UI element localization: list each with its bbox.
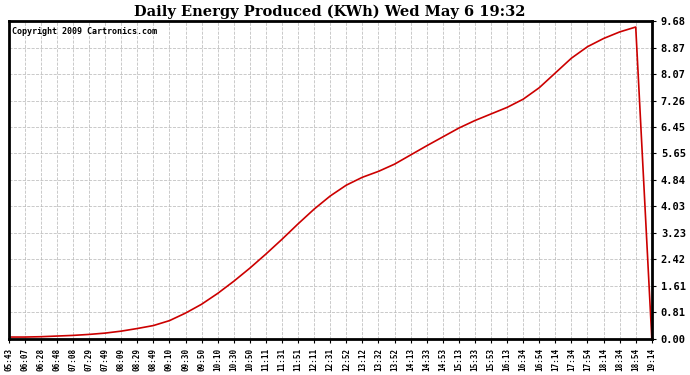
Text: Copyright 2009 Cartronics.com: Copyright 2009 Cartronics.com (12, 27, 157, 36)
Title: Daily Energy Produced (KWh) Wed May 6 19:32: Daily Energy Produced (KWh) Wed May 6 19… (135, 4, 526, 18)
